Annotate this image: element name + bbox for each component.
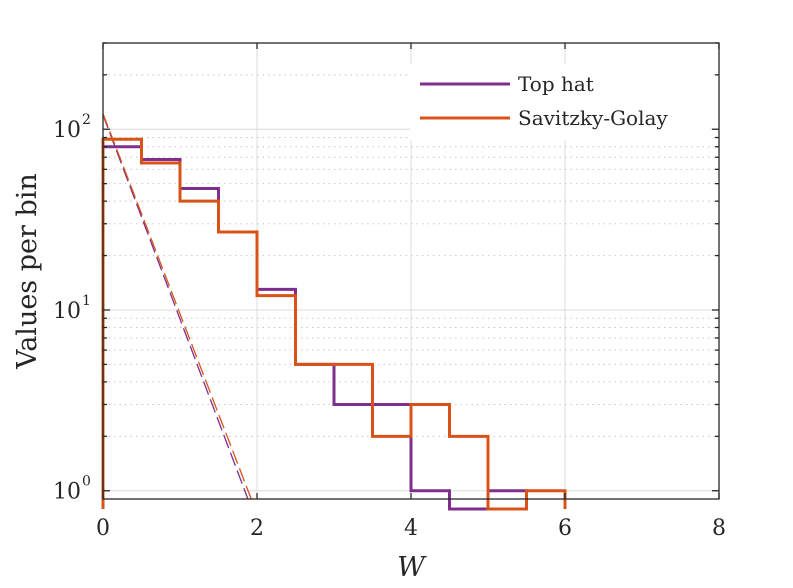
legend: Top hat Savitzky-Golay xyxy=(410,64,710,140)
y-tick-label: 10 0 xyxy=(53,474,91,505)
legend-box xyxy=(410,64,710,140)
stairs-savitzky-golay xyxy=(101,137,567,511)
fit-line-top-hat xyxy=(102,114,249,500)
x-tick-label: 0 xyxy=(96,516,110,541)
legend-label-savitzky-golay: Savitzky-Golay xyxy=(518,106,668,130)
x-tick-label: 8 xyxy=(712,516,726,541)
y-tick-label-exponent: 2 xyxy=(82,112,91,128)
legend-label-top-hat: Top hat xyxy=(518,72,594,96)
x-tick-label: 2 xyxy=(250,516,264,541)
y-tick-label-base: 10 xyxy=(53,480,81,505)
x-tick-label: 6 xyxy=(558,516,572,541)
y-tick-label-base: 10 xyxy=(53,118,81,143)
y-tick-label-exponent: 0 xyxy=(82,474,91,490)
x-axis-label: W xyxy=(397,552,427,583)
y-axis-label: Values per bin xyxy=(12,173,43,370)
fit-lines xyxy=(102,113,252,500)
y-tick-label: 10 1 xyxy=(53,293,91,324)
stairs-top-hat xyxy=(101,145,528,511)
y-tick-label-exponent: 1 xyxy=(82,293,91,309)
fit-line-savitzky-golay xyxy=(102,113,252,500)
axis-ticks xyxy=(102,42,720,499)
x-tick-label: 4 xyxy=(404,516,418,541)
x-tick-labels: 0 2 4 6 8 xyxy=(96,516,726,541)
y-tick-label-base: 10 xyxy=(53,299,81,324)
data-series xyxy=(101,137,567,511)
y-tick-label: 10 2 xyxy=(53,112,91,143)
